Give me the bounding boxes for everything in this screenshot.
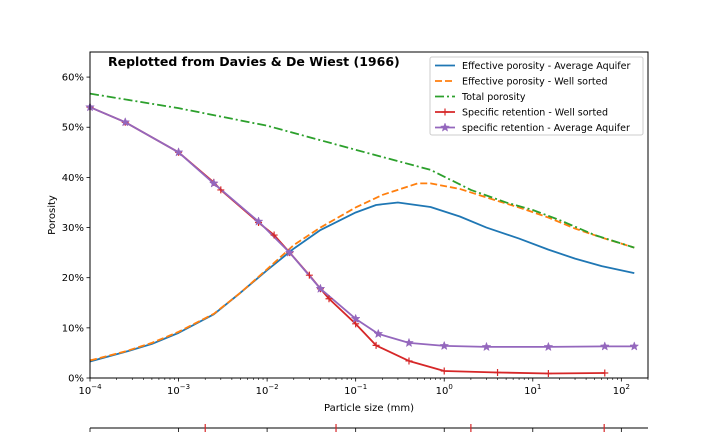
legend-marker-4 xyxy=(441,108,449,116)
data-point-s5-10 xyxy=(439,340,450,351)
data-point-s4-16 xyxy=(544,369,552,377)
data-point-s4-14 xyxy=(440,367,448,375)
x-tick-label: 10−2 xyxy=(256,383,279,397)
data-point-s4-10 xyxy=(325,295,333,303)
y-tick-label: 60% xyxy=(62,73,84,84)
data-point-s4-8 xyxy=(305,271,313,279)
y-tick-label: 0% xyxy=(68,374,84,385)
data-point-s5-4 xyxy=(253,216,264,226)
series-layer xyxy=(90,92,635,375)
y-tick-label: 30% xyxy=(62,223,84,234)
data-point-s5-14 xyxy=(629,341,640,351)
x-tick-label: 10−1 xyxy=(344,383,367,397)
legend-label-1: Effective porosity - Average Aquifer xyxy=(462,61,630,72)
data-point-s4-17 xyxy=(601,369,609,377)
x-tick-label: 102 xyxy=(613,383,630,397)
data-point-s4-12 xyxy=(372,341,380,349)
data-point-s4-6 xyxy=(270,231,278,239)
legend-label-2: Effective porosity - Well sorted xyxy=(462,77,607,88)
marker-layer xyxy=(85,101,640,377)
data-point-s4-4 xyxy=(217,186,225,194)
legend-label-3: Total porosity xyxy=(461,92,526,103)
data-point-s5-8 xyxy=(373,328,384,339)
x-axis-ticks: 10−4 10−3 10−2 10−1 100 101 102 xyxy=(78,378,649,397)
y-tick-label: 40% xyxy=(62,173,84,184)
plot-frame xyxy=(89,51,649,379)
data-point-s5-2 xyxy=(173,147,184,157)
data-point-s5-1 xyxy=(120,117,131,127)
y-tick-label: 50% xyxy=(62,123,84,134)
legend-label-4: Specific retention - Well sorted xyxy=(462,108,608,119)
data-point-s4-15 xyxy=(494,368,502,376)
data-point-s4-13 xyxy=(405,357,413,365)
series-line-3 xyxy=(90,92,635,249)
x-axis-label: Particle size (mm) xyxy=(324,403,414,414)
series-line-2 xyxy=(90,182,635,362)
data-point-s5-6 xyxy=(315,283,326,293)
data-point-s5-13 xyxy=(599,341,610,351)
x-tick-label: 10−4 xyxy=(78,383,102,397)
series-line-1 xyxy=(90,201,635,363)
y-axis-label: Porosity xyxy=(47,195,58,235)
secondary-x-axis xyxy=(89,424,648,432)
x-tick-label: 100 xyxy=(436,383,453,397)
y-tick-label: 20% xyxy=(62,273,84,284)
legend-label-5: specific retention - Average Aquifer xyxy=(462,123,630,134)
data-point-s5-7 xyxy=(350,313,361,324)
y-tick-label: 10% xyxy=(62,323,84,334)
legend: Effective porosity - Average Aquifer Effe… xyxy=(429,56,644,136)
legend-marker-5 xyxy=(440,122,450,132)
data-point-s5-12 xyxy=(543,341,554,352)
x-tick-label: 10−3 xyxy=(167,383,190,397)
data-point-s5-3 xyxy=(208,178,219,188)
x-tick-label: 101 xyxy=(524,383,541,397)
data-point-s5-11 xyxy=(481,341,492,352)
data-point-s5-9 xyxy=(404,337,414,348)
y-axis-ticks: 0% 10% 20% 30% 40% 50% 60% xyxy=(62,73,90,385)
series-line-5 xyxy=(90,106,635,348)
legend-box xyxy=(429,56,644,136)
chart-annotation: Replotted from Davies & De Wiest (1966) xyxy=(108,54,400,69)
data-point-s5-5 xyxy=(284,247,295,257)
data-point-s4-11 xyxy=(352,320,360,328)
